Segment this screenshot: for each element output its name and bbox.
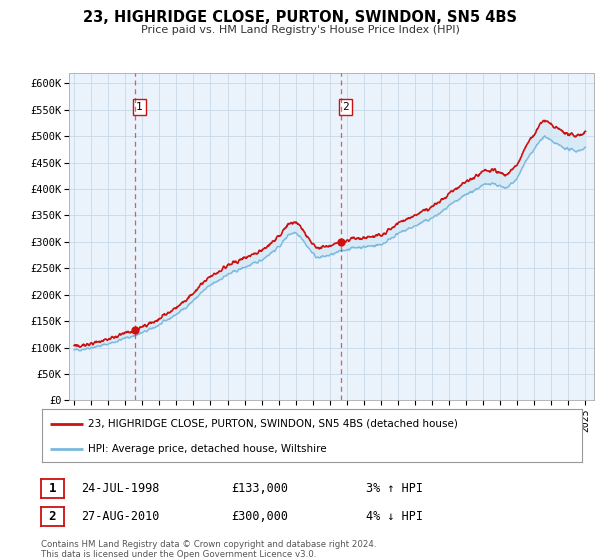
Text: 1: 1 (136, 102, 142, 112)
Text: £300,000: £300,000 (231, 510, 288, 523)
Text: 23, HIGHRIDGE CLOSE, PURTON, SWINDON, SN5 4BS: 23, HIGHRIDGE CLOSE, PURTON, SWINDON, SN… (83, 10, 517, 25)
Text: This data is licensed under the Open Government Licence v3.0.: This data is licensed under the Open Gov… (41, 550, 316, 559)
Text: Contains HM Land Registry data © Crown copyright and database right 2024.: Contains HM Land Registry data © Crown c… (41, 540, 376, 549)
Text: 1: 1 (49, 482, 56, 495)
Text: Price paid vs. HM Land Registry's House Price Index (HPI): Price paid vs. HM Land Registry's House … (140, 25, 460, 35)
Text: 2: 2 (342, 102, 349, 112)
Text: 3% ↑ HPI: 3% ↑ HPI (366, 482, 423, 495)
Text: 2: 2 (49, 510, 56, 523)
Text: 4% ↓ HPI: 4% ↓ HPI (366, 510, 423, 523)
Text: 27-AUG-2010: 27-AUG-2010 (81, 510, 160, 523)
Text: HPI: Average price, detached house, Wiltshire: HPI: Average price, detached house, Wilt… (88, 444, 326, 454)
Text: 23, HIGHRIDGE CLOSE, PURTON, SWINDON, SN5 4BS (detached house): 23, HIGHRIDGE CLOSE, PURTON, SWINDON, SN… (88, 419, 458, 429)
Text: £133,000: £133,000 (231, 482, 288, 495)
Text: 24-JUL-1998: 24-JUL-1998 (81, 482, 160, 495)
